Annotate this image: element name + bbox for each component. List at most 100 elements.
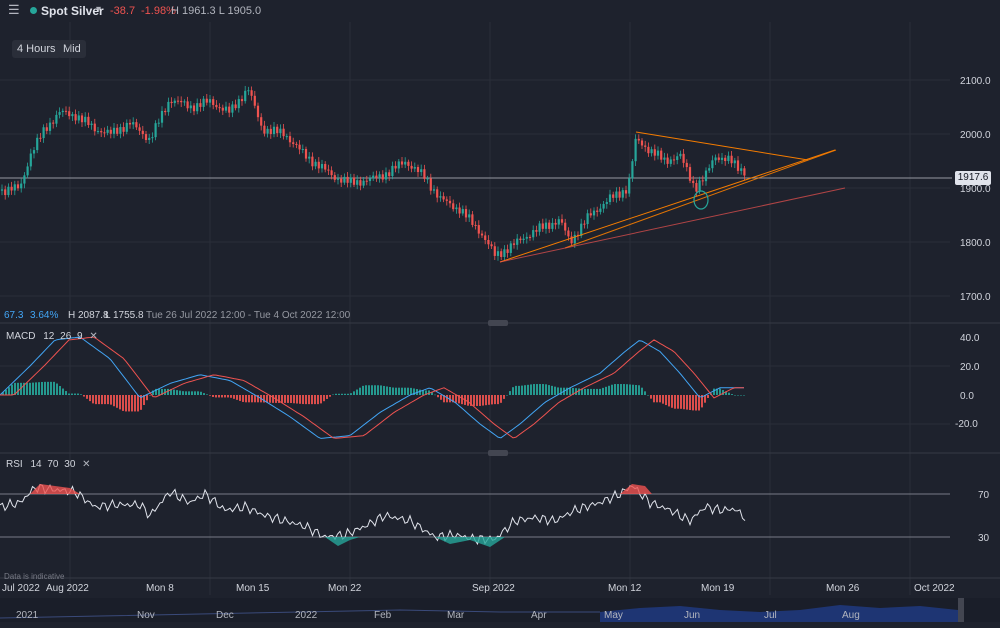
macd-histogram-bar bbox=[566, 387, 568, 395]
macd-histogram-bar bbox=[590, 388, 592, 395]
candle-body bbox=[180, 100, 183, 103]
macd-histogram-bar bbox=[290, 395, 292, 404]
macd-histogram-bar bbox=[605, 386, 607, 395]
candle-body bbox=[624, 190, 628, 194]
macd-histogram-bar bbox=[365, 385, 367, 395]
macd-histogram-bar bbox=[194, 391, 196, 395]
macd-histogram-bar bbox=[284, 395, 286, 403]
menu-icon[interactable]: ☰ bbox=[8, 2, 20, 17]
trendline-red[interactable] bbox=[499, 187, 846, 263]
macd-histogram-bar bbox=[695, 395, 697, 411]
macd-histogram-bar bbox=[242, 395, 244, 402]
candle-body bbox=[292, 142, 295, 144]
current-price-tag: 1917.6 bbox=[955, 171, 991, 185]
candle-body bbox=[365, 180, 368, 182]
macd-label[interactable]: MACD 12 26 9 ✕ bbox=[6, 331, 98, 342]
macd-histogram-bar bbox=[362, 385, 364, 395]
candle-body bbox=[29, 153, 32, 167]
macd-histogram-bar bbox=[713, 388, 715, 395]
macd-histogram-bar bbox=[32, 382, 34, 395]
candle-body bbox=[218, 107, 221, 109]
navigator-handle[interactable] bbox=[958, 598, 964, 622]
macd-histogram-bar bbox=[377, 385, 379, 395]
candle-body bbox=[660, 150, 663, 160]
macd-histogram-bar bbox=[563, 387, 565, 395]
rsi-line bbox=[0, 483, 746, 546]
candle-body bbox=[192, 105, 196, 112]
macd-histogram-bar bbox=[692, 395, 694, 411]
macd-histogram-bar bbox=[395, 387, 397, 395]
macd-histogram-bar bbox=[464, 395, 466, 405]
macd-histogram-bar bbox=[185, 391, 187, 395]
highlight-ellipse[interactable] bbox=[693, 190, 709, 210]
close-icon[interactable]: ✕ bbox=[89, 331, 98, 342]
candle-body bbox=[13, 184, 16, 191]
support-trendline[interactable] bbox=[499, 149, 836, 263]
macd-histogram-bar bbox=[89, 395, 91, 402]
macd-histogram-bar bbox=[461, 395, 463, 405]
macd-histogram-bar bbox=[203, 393, 205, 395]
candle-body bbox=[487, 239, 490, 245]
macd-histogram-bar bbox=[704, 395, 706, 403]
candle-body bbox=[509, 243, 512, 253]
macd-histogram-bar bbox=[665, 395, 667, 406]
candle-body bbox=[541, 223, 544, 229]
macd-histogram-bar bbox=[560, 387, 562, 395]
macd-histogram-bar bbox=[110, 395, 112, 405]
info-low: L 1755.8 bbox=[105, 310, 144, 321]
candle-body bbox=[586, 213, 589, 225]
macd-histogram-bar bbox=[95, 395, 97, 405]
candle-body bbox=[570, 236, 573, 244]
candle-body bbox=[647, 146, 650, 154]
candle-body bbox=[346, 176, 349, 183]
macd-signal-line bbox=[0, 336, 744, 439]
candle-body bbox=[596, 210, 599, 212]
rsi-param: 30 bbox=[64, 459, 76, 470]
candle-body bbox=[16, 184, 20, 189]
candle-body bbox=[308, 156, 311, 159]
macd-histogram-bar bbox=[278, 395, 280, 403]
price-type-button[interactable]: Mid bbox=[58, 40, 86, 58]
symbol-name[interactable]: Spot Silver bbox=[41, 4, 104, 18]
trendline[interactable] bbox=[564, 149, 837, 249]
candle-body bbox=[480, 233, 484, 236]
candle-body bbox=[522, 238, 525, 241]
rsi-overbought-fill bbox=[620, 484, 652, 494]
candle-body bbox=[717, 157, 720, 160]
pane-resize-handle[interactable] bbox=[488, 450, 508, 456]
macd-histogram-bar bbox=[611, 384, 613, 395]
candle-body bbox=[64, 110, 68, 112]
navigator-label: Mar bbox=[447, 610, 465, 621]
rsi-label[interactable]: RSI 14 70 30 ✕ bbox=[6, 459, 91, 470]
timeframe-button[interactable]: 4 Hours bbox=[12, 40, 61, 58]
pane-resize-handle[interactable] bbox=[488, 320, 508, 326]
macd-histogram-bar bbox=[80, 394, 82, 395]
macd-histogram-bar bbox=[647, 395, 649, 396]
candle-body bbox=[138, 127, 141, 131]
macd-histogram-bar bbox=[524, 385, 526, 395]
candle-body bbox=[148, 137, 151, 141]
macd-histogram-bar bbox=[410, 387, 412, 395]
candle-body bbox=[519, 238, 522, 241]
macd-histogram-bar bbox=[389, 386, 391, 395]
candle-body bbox=[90, 123, 93, 126]
candle-body bbox=[128, 122, 132, 125]
macd-histogram-bar bbox=[554, 386, 556, 395]
candle-body bbox=[576, 234, 580, 236]
close-icon[interactable]: ✕ bbox=[82, 459, 91, 470]
candle-body bbox=[100, 131, 103, 133]
price-axis-label: 1900.0 bbox=[960, 184, 991, 195]
high-low-readout: H 1961.3 L 1905.0 bbox=[171, 5, 262, 17]
resistance-trendline[interactable] bbox=[635, 131, 809, 161]
macd-histogram-bar bbox=[740, 395, 742, 396]
candle-body bbox=[372, 175, 375, 179]
macd-histogram-bar bbox=[53, 381, 55, 395]
navigator-strip[interactable] bbox=[0, 598, 1000, 622]
candle-body bbox=[330, 170, 333, 176]
macd-histogram-bar bbox=[482, 395, 484, 406]
candle-body bbox=[468, 214, 471, 218]
macd-histogram-bar bbox=[308, 395, 310, 405]
chevron-down-icon[interactable]: ▾ bbox=[96, 4, 102, 15]
macd-histogram-bar bbox=[254, 395, 256, 403]
macd-histogram-bar bbox=[374, 385, 376, 395]
